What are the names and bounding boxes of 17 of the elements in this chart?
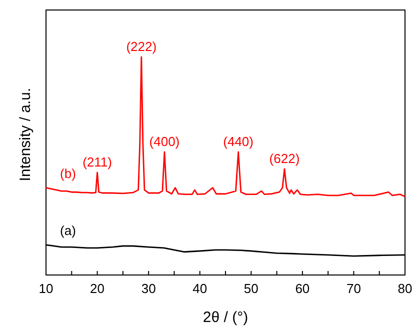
annotation: (222) <box>126 38 157 54</box>
series-label: (b) <box>60 166 76 181</box>
annotation: (622) <box>269 151 300 166</box>
x-axis-title: 2θ / (°) <box>202 309 248 326</box>
x-tick-label: 40 <box>192 281 208 296</box>
x-tick-label: 30 <box>141 281 156 296</box>
series-label: (a) <box>60 222 76 238</box>
x-tick-label: 10 <box>38 281 54 296</box>
annotation: (211) <box>82 154 112 170</box>
x-tick-label: 60 <box>295 281 310 296</box>
x-tick-label: 80 <box>398 281 412 296</box>
annotation: (400) <box>149 134 180 149</box>
x-tick-label: 20 <box>90 281 105 296</box>
annotation: (440) <box>223 134 254 149</box>
y-axis-title: Intensity / a.u. <box>17 88 34 182</box>
x-tick-label: 50 <box>244 281 258 296</box>
x-tick-label: 70 <box>346 281 361 296</box>
